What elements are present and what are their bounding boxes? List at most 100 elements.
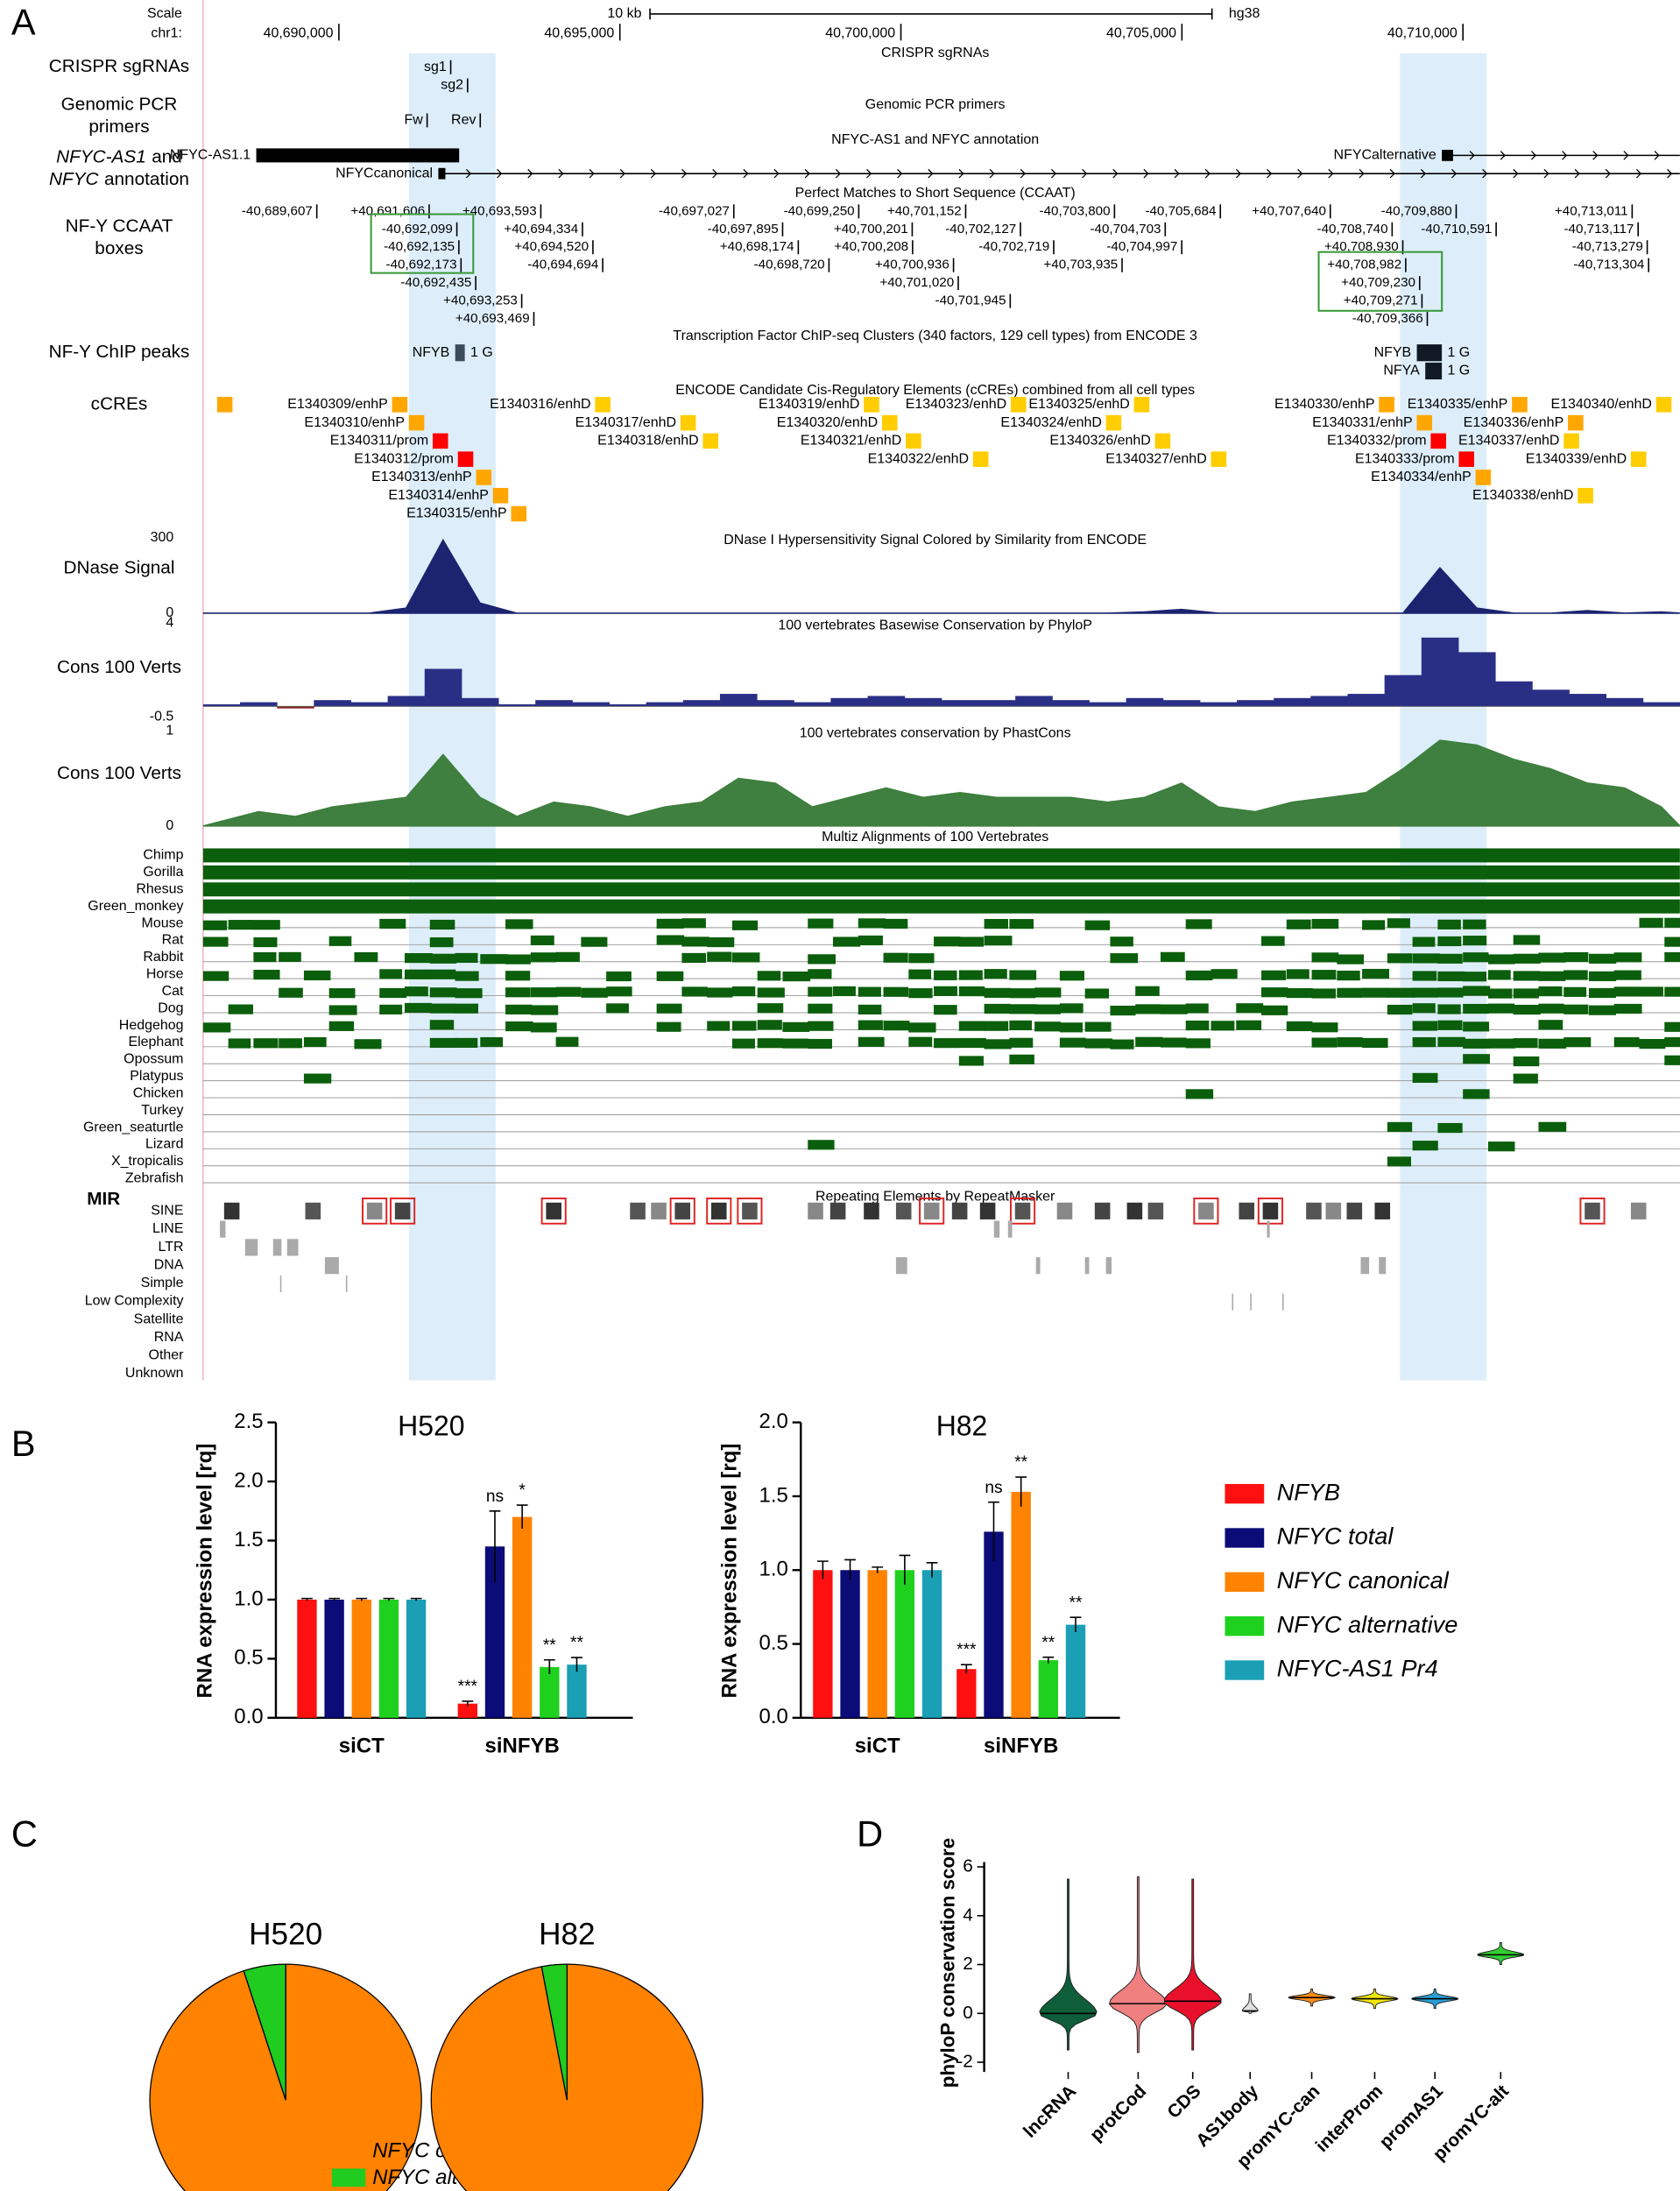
alignment-block [934,936,961,947]
repeat [1585,1202,1600,1219]
alignment-block [328,988,356,999]
alignment-block [1564,986,1587,997]
alignment-block [858,1036,885,1047]
alignment-block [1513,971,1541,981]
violin [1039,1878,1098,2051]
repeat-class: Simple [141,1276,184,1290]
primer-label: Fw [405,113,424,128]
significance: *** [458,1678,478,1696]
alignment-block [908,1022,936,1033]
alignment-block [202,1022,231,1033]
ccaat-label: -40,694,694 [527,258,598,272]
alignment-block [1613,1036,1640,1048]
alignment-block [1135,986,1160,996]
x-tick-label: siCT [855,1735,900,1758]
ccaat-label: -40,709,366 [1352,311,1423,326]
alignment-block [455,971,479,981]
repeat [1126,1202,1143,1219]
alignment-block [555,951,580,962]
alignment-block [757,971,781,981]
legend-swatch [331,2142,366,2160]
ccaat-label: -40,713,117 [1564,222,1634,237]
signal-area [202,739,1680,827]
repeat [1630,1202,1647,1219]
chip-peak [1425,362,1443,380]
scale-bar-label: 10 kb [607,6,641,21]
alignment-block [1286,969,1309,979]
repeat [895,1202,912,1219]
alignment-block [1538,952,1566,963]
ccre-label: E1340324/enhD [1000,415,1101,430]
ccre-label: E1340316/enhD [490,397,590,412]
alignment-block [1084,1038,1113,1049]
track-side-label: Genomic PCR [61,94,178,114]
alignment-block [1463,1089,1490,1099]
ccre-label: E1340320/enhD [777,415,878,430]
alignment-block [480,1036,504,1048]
alignment-block [202,936,229,947]
legend-swatch [1225,1572,1265,1593]
y-tick-label: 0.5 [759,1631,788,1655]
alignment-block [555,1036,579,1047]
ccre-label: E1340322/enhD [868,451,969,466]
alignment-block [1337,987,1363,998]
species-label: Turkey [141,1103,183,1118]
repeat [324,1257,339,1275]
ccre-label: E1340340/enhD [1550,397,1651,412]
ccaat-label: -40,692,099 [382,222,453,237]
alignment-block [1034,1004,1061,1014]
species-label: Horse [146,967,184,982]
repeat [951,1202,968,1219]
ccre [1512,397,1528,413]
ccre [972,451,989,467]
signal-bar [1421,637,1459,707]
ccre-label: E1340310/enhP [304,415,405,430]
alignment-block [1664,1036,1680,1048]
bar [956,1669,977,1718]
ccaat-label: -40,703,800 [1040,203,1111,218]
mir-outline [1010,1198,1036,1225]
ccaat-label: +40,693,593 [462,203,537,218]
alignment-block [1362,968,1389,979]
gene [256,148,460,163]
ccre [680,414,696,431]
alignment-block [984,1003,1011,1014]
x-tick-label: lncRNA [1020,2081,1080,2141]
alignment-block [1487,1141,1515,1152]
signal-bar [1162,700,1201,707]
alignment-block [707,987,733,998]
alignment-block [1664,917,1680,928]
error-bar [356,1597,368,1601]
gene-label: NFYC-AS1.1 [170,148,251,163]
alignment-block [202,920,228,930]
ccaat-label: +40,694,520 [514,239,589,254]
alignment-block [1412,971,1437,981]
alignment-block [1437,1036,1465,1047]
ccaat-label: -40,701,945 [935,293,1006,308]
ccre-label: E1340337/enhD [1458,434,1559,449]
chip-factor: NFYB [1374,345,1412,360]
repeat [223,1202,240,1219]
signal-bar [719,694,758,707]
alignment-block [1463,1021,1490,1032]
repeat-class: LINE [152,1221,184,1236]
alignment-block [1437,919,1461,929]
alignment-block [1311,970,1337,980]
alignment-block [1513,1073,1538,1084]
ccaat-label: +40,693,253 [443,293,518,308]
alignment-block [1362,920,1386,930]
signal-bar [424,668,462,707]
species-label: Rhesus [136,881,183,896]
alignment-block [1034,987,1062,998]
species-label: Chicken [133,1085,184,1100]
alignment-block [253,920,280,930]
y-tick-label: 300 [151,530,174,545]
chip-peak [455,344,465,362]
bar [921,1570,942,1718]
alignment-block [1538,1121,1567,1132]
alignment-block [1387,918,1410,929]
alignment-block [1613,952,1642,963]
repeat [923,1202,940,1219]
alignment-block [934,970,957,980]
species-label: Chimp [143,848,183,863]
